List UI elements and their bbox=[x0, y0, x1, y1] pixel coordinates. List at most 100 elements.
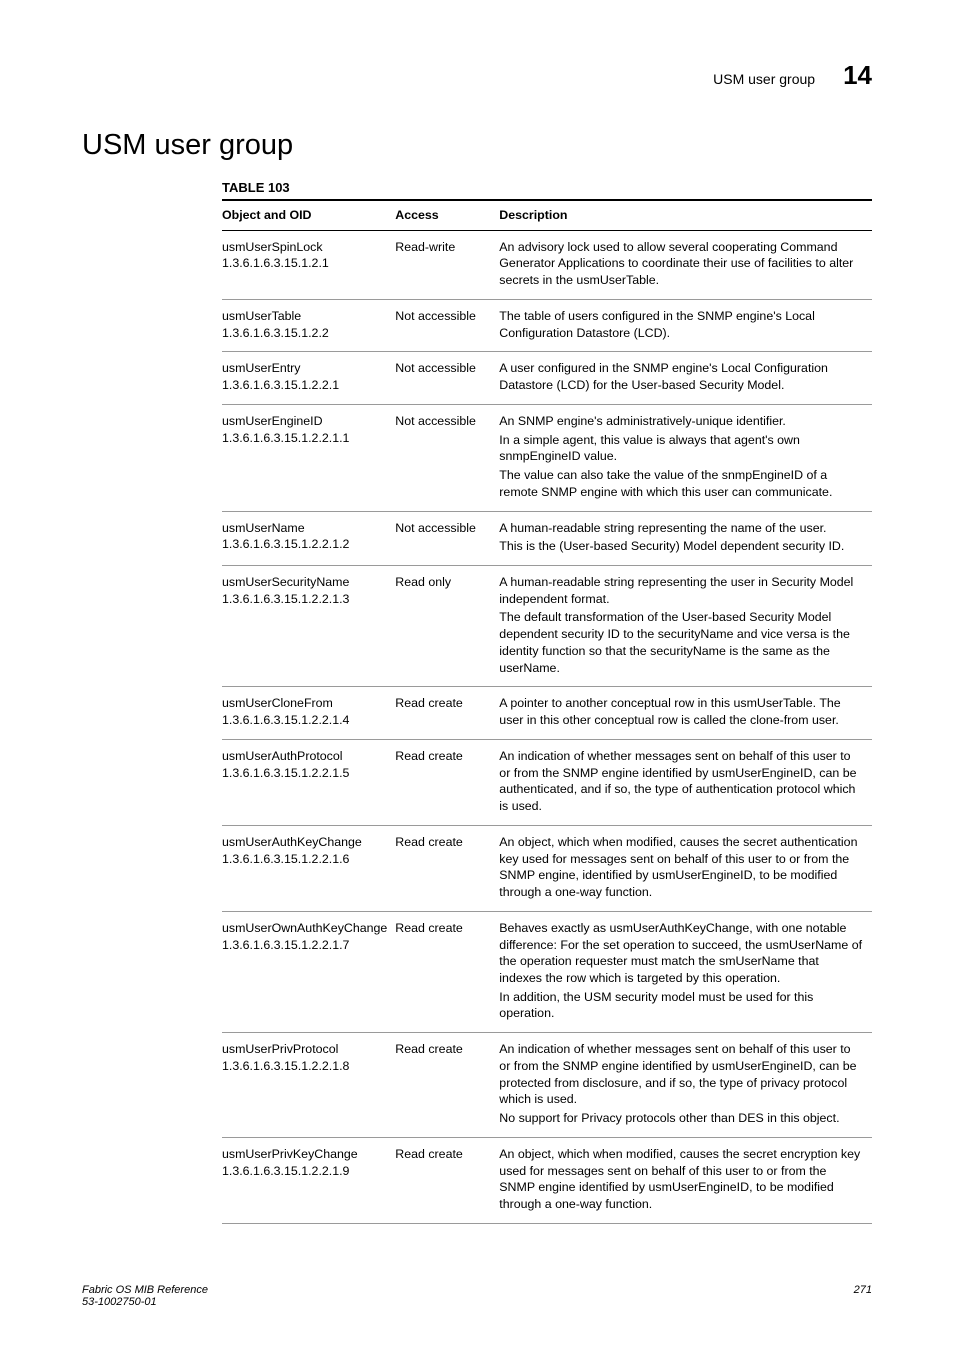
cell-object: usmUserEngineID1.3.6.1.6.3.15.1.2.2.1.1 bbox=[222, 404, 395, 511]
description-paragraph: A pointer to another conceptual row in t… bbox=[499, 695, 864, 728]
description-paragraph: The value can also take the value of the… bbox=[499, 467, 864, 500]
object-oid: 1.3.6.1.6.3.15.1.2.2.1.5 bbox=[222, 765, 387, 782]
cell-access: Read create bbox=[395, 825, 499, 911]
cell-description: The table of users configured in the SNM… bbox=[499, 299, 872, 351]
object-name: usmUserAuthProtocol bbox=[222, 748, 387, 765]
cell-object: usmUserEntry1.3.6.1.6.3.15.1.2.2.1 bbox=[222, 352, 395, 404]
object-oid: 1.3.6.1.6.3.15.1.2.2 bbox=[222, 325, 387, 342]
object-oid: 1.3.6.1.6.3.15.1.2.2.1.8 bbox=[222, 1058, 387, 1075]
cell-access: Read create bbox=[395, 1137, 499, 1223]
description-paragraph: In addition, the USM security model must… bbox=[499, 989, 864, 1022]
description-paragraph: The default transformation of the User-b… bbox=[499, 609, 864, 676]
object-name: usmUserPrivKeyChange bbox=[222, 1146, 387, 1163]
cell-object: usmUserPrivProtocol1.3.6.1.6.3.15.1.2.2.… bbox=[222, 1033, 395, 1138]
description-paragraph: The table of users configured in the SNM… bbox=[499, 308, 864, 341]
cell-access: Not accessible bbox=[395, 299, 499, 351]
cell-object: usmUserPrivKeyChange1.3.6.1.6.3.15.1.2.2… bbox=[222, 1137, 395, 1223]
footer-doc-id: 53-1002750-01 bbox=[82, 1296, 208, 1308]
cell-access: Not accessible bbox=[395, 352, 499, 404]
object-name: usmUserAuthKeyChange bbox=[222, 834, 387, 851]
table-row: usmUserTable1.3.6.1.6.3.15.1.2.2Not acce… bbox=[222, 299, 872, 351]
object-oid: 1.3.6.1.6.3.15.1.2.2.1.7 bbox=[222, 937, 387, 954]
cell-object: usmUserSecurityName1.3.6.1.6.3.15.1.2.2.… bbox=[222, 566, 395, 687]
cell-access: Read only bbox=[395, 566, 499, 687]
description-paragraph: An SNMP engine's administratively-unique… bbox=[499, 413, 864, 430]
object-oid: 1.3.6.1.6.3.15.1.2.2.1.1 bbox=[222, 430, 387, 447]
col-header-description: Description bbox=[499, 200, 872, 230]
object-oid: 1.3.6.1.6.3.15.1.2.2.1.3 bbox=[222, 591, 387, 608]
description-paragraph: An advisory lock used to allow several c… bbox=[499, 239, 864, 289]
table-row: usmUserPrivProtocol1.3.6.1.6.3.15.1.2.2.… bbox=[222, 1033, 872, 1138]
cell-access: Not accessible bbox=[395, 511, 499, 565]
table-row: usmUserOwnAuthKeyChange1.3.6.1.6.3.15.1.… bbox=[222, 911, 872, 1032]
page-header: USM user group 14 bbox=[82, 60, 872, 91]
cell-access: Read create bbox=[395, 687, 499, 739]
cell-access: Read create bbox=[395, 739, 499, 825]
cell-description: An indication of whether messages sent o… bbox=[499, 739, 872, 825]
cell-description: A human-readable string representing the… bbox=[499, 566, 872, 687]
object-name: usmUserSpinLock bbox=[222, 239, 387, 256]
description-paragraph: No support for Privacy protocols other t… bbox=[499, 1110, 864, 1127]
object-name: usmUserPrivProtocol bbox=[222, 1041, 387, 1058]
cell-access: Not accessible bbox=[395, 404, 499, 511]
cell-description: An object, which when modified, causes t… bbox=[499, 1137, 872, 1223]
page-title: USM user group bbox=[82, 129, 872, 162]
cell-description: A user configured in the SNMP engine's L… bbox=[499, 352, 872, 404]
object-name: usmUserEngineID bbox=[222, 413, 387, 430]
cell-description: An SNMP engine's administratively-unique… bbox=[499, 404, 872, 511]
cell-description: An indication of whether messages sent o… bbox=[499, 1033, 872, 1138]
object-name: usmUserTable bbox=[222, 308, 387, 325]
cell-description: A pointer to another conceptual row in t… bbox=[499, 687, 872, 739]
cell-description: An object, which when modified, causes t… bbox=[499, 825, 872, 911]
cell-description: A human-readable string representing the… bbox=[499, 511, 872, 565]
col-header-access: Access bbox=[395, 200, 499, 230]
description-paragraph: An object, which when modified, causes t… bbox=[499, 1146, 864, 1213]
table-row: usmUserPrivKeyChange1.3.6.1.6.3.15.1.2.2… bbox=[222, 1137, 872, 1223]
mib-table: Object and OID Access Description usmUse… bbox=[222, 199, 872, 1224]
object-oid: 1.3.6.1.6.3.15.1.2.2.1.9 bbox=[222, 1163, 387, 1180]
description-paragraph: A human-readable string representing the… bbox=[499, 520, 864, 537]
object-name: usmUserEntry bbox=[222, 360, 387, 377]
cell-access: Read create bbox=[395, 1033, 499, 1138]
footer-page-number: 271 bbox=[854, 1284, 872, 1308]
col-header-object: Object and OID bbox=[222, 200, 395, 230]
object-oid: 1.3.6.1.6.3.15.1.2.2.1.2 bbox=[222, 536, 387, 553]
description-paragraph: An indication of whether messages sent o… bbox=[499, 1041, 864, 1108]
description-paragraph: An indication of whether messages sent o… bbox=[499, 748, 864, 815]
cell-object: usmUserTable1.3.6.1.6.3.15.1.2.2 bbox=[222, 299, 395, 351]
object-name: usmUserOwnAuthKeyChange bbox=[222, 920, 387, 937]
description-paragraph: A user configured in the SNMP engine's L… bbox=[499, 360, 864, 393]
footer-doc-title: Fabric OS MIB Reference bbox=[82, 1284, 208, 1296]
table-row: usmUserEntry1.3.6.1.6.3.15.1.2.2.1Not ac… bbox=[222, 352, 872, 404]
cell-object: usmUserAuthKeyChange1.3.6.1.6.3.15.1.2.2… bbox=[222, 825, 395, 911]
object-oid: 1.3.6.1.6.3.15.1.2.1 bbox=[222, 255, 387, 272]
table-row: usmUserSecurityName1.3.6.1.6.3.15.1.2.2.… bbox=[222, 566, 872, 687]
chapter-number: 14 bbox=[843, 60, 872, 91]
table-row: usmUserSpinLock1.3.6.1.6.3.15.1.2.1Read-… bbox=[222, 230, 872, 299]
cell-object: usmUserName1.3.6.1.6.3.15.1.2.2.1.2 bbox=[222, 511, 395, 565]
table-caption: TABLE 103 bbox=[222, 180, 872, 195]
header-section-label: USM user group bbox=[713, 71, 815, 87]
description-paragraph: Behaves exactly as usmUserAuthKeyChange,… bbox=[499, 920, 864, 987]
object-oid: 1.3.6.1.6.3.15.1.2.2.1.6 bbox=[222, 851, 387, 868]
description-paragraph: In a simple agent, this value is always … bbox=[499, 432, 864, 465]
cell-description: Behaves exactly as usmUserAuthKeyChange,… bbox=[499, 911, 872, 1032]
object-oid: 1.3.6.1.6.3.15.1.2.2.1.4 bbox=[222, 712, 387, 729]
object-name: usmUserSecurityName bbox=[222, 574, 387, 591]
page-footer: Fabric OS MIB Reference 53-1002750-01 27… bbox=[82, 1284, 872, 1308]
cell-object: usmUserAuthProtocol1.3.6.1.6.3.15.1.2.2.… bbox=[222, 739, 395, 825]
cell-description: An advisory lock used to allow several c… bbox=[499, 230, 872, 299]
table-row: usmUserAuthKeyChange1.3.6.1.6.3.15.1.2.2… bbox=[222, 825, 872, 911]
table-row: usmUserName1.3.6.1.6.3.15.1.2.2.1.2Not a… bbox=[222, 511, 872, 565]
cell-object: usmUserOwnAuthKeyChange1.3.6.1.6.3.15.1.… bbox=[222, 911, 395, 1032]
table-row: usmUserCloneFrom1.3.6.1.6.3.15.1.2.2.1.4… bbox=[222, 687, 872, 739]
object-name: usmUserCloneFrom bbox=[222, 695, 387, 712]
description-paragraph: This is the (User-based Security) Model … bbox=[499, 538, 864, 555]
cell-object: usmUserCloneFrom1.3.6.1.6.3.15.1.2.2.1.4 bbox=[222, 687, 395, 739]
cell-access: Read create bbox=[395, 911, 499, 1032]
object-name: usmUserName bbox=[222, 520, 387, 537]
cell-object: usmUserSpinLock1.3.6.1.6.3.15.1.2.1 bbox=[222, 230, 395, 299]
object-oid: 1.3.6.1.6.3.15.1.2.2.1 bbox=[222, 377, 387, 394]
description-paragraph: An object, which when modified, causes t… bbox=[499, 834, 864, 901]
cell-access: Read-write bbox=[395, 230, 499, 299]
